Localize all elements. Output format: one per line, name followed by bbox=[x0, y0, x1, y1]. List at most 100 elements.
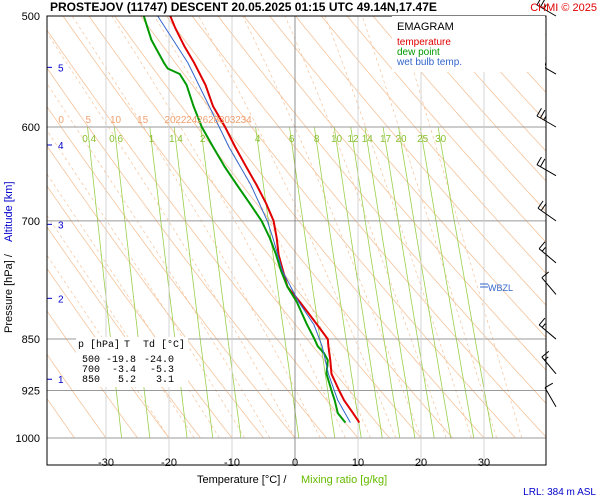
altitude-tick-label: 1 bbox=[58, 375, 64, 386]
legend-item-temperature: temperature bbox=[397, 37, 451, 48]
plot-frame bbox=[46, 15, 547, 466]
wind-barb-flag bbox=[536, 107, 542, 117]
mixing-ratio-label: 6 bbox=[289, 134, 295, 145]
mixing-ratio-line bbox=[364, 126, 416, 439]
mixing-ratio-line bbox=[87, 126, 122, 439]
wind-barb-half-flag bbox=[541, 323, 546, 328]
dry-adiabat-label: 20 bbox=[164, 115, 176, 126]
moist-adiabat-line bbox=[198, 16, 397, 439]
dry-adiabat-line bbox=[62, 16, 390, 439]
y-axis-label-pressure: Pressure [hPa] / bbox=[3, 253, 15, 333]
mixing-ratio-label: 12 bbox=[347, 134, 359, 145]
dry-adiabat-line bbox=[450, 16, 546, 123]
table-cell: 500 bbox=[82, 355, 100, 366]
wind-barb-staff bbox=[537, 207, 557, 222]
dry-adiabat-line bbox=[398, 16, 546, 182]
altitude-tick-label: 3 bbox=[58, 220, 64, 231]
wind-barb-flag bbox=[536, 0, 541, 6]
dry-adiabat-line bbox=[217, 16, 546, 404]
dry-adiabat-line bbox=[243, 16, 546, 371]
x-tick-label: 10 bbox=[352, 457, 364, 469]
dry-adiabat-label: 24 bbox=[186, 115, 198, 126]
dry-adiabat-label: 34 bbox=[241, 115, 253, 126]
x-tick-label: 30 bbox=[478, 457, 490, 469]
series-line-dew-point bbox=[142, 16, 347, 424]
mixing-ratio-line bbox=[333, 126, 383, 439]
mixing-ratio-label: 0.4 bbox=[82, 134, 96, 145]
moist-adiabat-line bbox=[284, 16, 447, 439]
wind-barb-staff bbox=[541, 356, 557, 375]
mixing-ratio-label: 4 bbox=[255, 134, 261, 145]
y-tick-label: 850 bbox=[22, 334, 40, 346]
y-axis-label-altitude: Altitude [km] bbox=[3, 181, 15, 242]
series-layer bbox=[142, 16, 361, 424]
mixing-ratio-label: 1 bbox=[149, 134, 155, 145]
x-tick-label: -10 bbox=[224, 457, 240, 469]
x-tick-label: 20 bbox=[415, 457, 427, 469]
wind-barb-staff bbox=[544, 387, 557, 408]
y-tick-label: 700 bbox=[22, 216, 40, 228]
wind-barb bbox=[536, 0, 557, 17]
dry-adiabat-line bbox=[47, 145, 264, 439]
series-line-temperature bbox=[169, 16, 361, 424]
mixing-ratio-label: 0.6 bbox=[109, 134, 123, 145]
dry-adiabat-line bbox=[47, 106, 296, 439]
dry-adiabat-line bbox=[47, 67, 327, 439]
chart-title: PROSTEJOV (11747) DESCENT 20.05.2025 01:… bbox=[50, 0, 437, 14]
x-axis-label-temperature: Temperature [°C] / bbox=[197, 474, 287, 486]
lrl-text: LRL: 384 m ASL bbox=[523, 487, 596, 498]
table-cell: 5.2 bbox=[118, 375, 136, 386]
dry-adiabat-label: 10 bbox=[110, 115, 122, 126]
table-header-t: T bbox=[124, 340, 130, 351]
moist-adiabat-line bbox=[111, 16, 346, 439]
table-header-td: Td [°C] bbox=[143, 339, 185, 351]
dry-adiabat-line bbox=[320, 16, 546, 274]
mixing-ratio-label: 25 bbox=[417, 134, 429, 145]
legend-box bbox=[392, 16, 545, 72]
dry-adiabat-line bbox=[165, 16, 516, 439]
wind-barb bbox=[541, 271, 557, 295]
wind-barb bbox=[538, 241, 557, 264]
wind-barb-flag bbox=[538, 241, 546, 250]
dry-adiabat-label: 15 bbox=[137, 115, 149, 126]
dry-adiabat-label: 32 bbox=[230, 115, 242, 126]
mixing-ratio-label: 20 bbox=[395, 134, 407, 145]
wind-barb-half-flag bbox=[541, 247, 546, 252]
moist-adiabat-line bbox=[396, 16, 523, 439]
moist-adiabat-line bbox=[324, 16, 472, 439]
mixing-ratio-line bbox=[289, 126, 336, 439]
dry-adiabat-line bbox=[47, 29, 359, 439]
table-cell: 850 bbox=[82, 375, 100, 386]
y-tick-label: 600 bbox=[22, 122, 40, 134]
wind-barb-flag bbox=[539, 0, 545, 8]
mixing-ratio-label: 2 bbox=[200, 134, 206, 145]
wind-barb-flag bbox=[539, 158, 546, 167]
wind-barb-flag bbox=[541, 350, 550, 358]
moist-adiabat-line bbox=[47, 129, 245, 439]
table-cell: -19.8 bbox=[106, 355, 136, 366]
wind-barb-staff bbox=[541, 277, 557, 295]
dry-adiabat-label: 26 bbox=[197, 115, 209, 126]
legend-item-dew-point: dew point bbox=[397, 47, 440, 58]
x-tick-label: -30 bbox=[98, 457, 114, 469]
mixing-ratio-label: 8 bbox=[314, 134, 320, 145]
grid-layer bbox=[47, 16, 546, 465]
copyright-text: CHMI © 2025 bbox=[530, 2, 597, 14]
table-cell: -5.3 bbox=[150, 365, 174, 376]
table-cell: 3.1 bbox=[156, 375, 174, 386]
wind-barb-flag bbox=[541, 271, 550, 279]
altitude-tick-label: 4 bbox=[58, 141, 64, 152]
wind-barb-flag bbox=[539, 109, 546, 119]
dry-adiabat-line bbox=[269, 16, 546, 338]
mixing-ratio-line bbox=[149, 126, 188, 439]
table-header-p: p [hPa] bbox=[78, 339, 120, 351]
dry-adiabat-line bbox=[424, 16, 546, 152]
mixing-ratio-line bbox=[173, 126, 214, 439]
mixing-ratio-line bbox=[419, 126, 475, 439]
dry-adiabat-line bbox=[372, 16, 546, 212]
altitude-tick-label: 2 bbox=[58, 294, 64, 305]
moist-adiabat-line bbox=[47, 82, 271, 439]
table-cell: -24.0 bbox=[144, 355, 174, 366]
